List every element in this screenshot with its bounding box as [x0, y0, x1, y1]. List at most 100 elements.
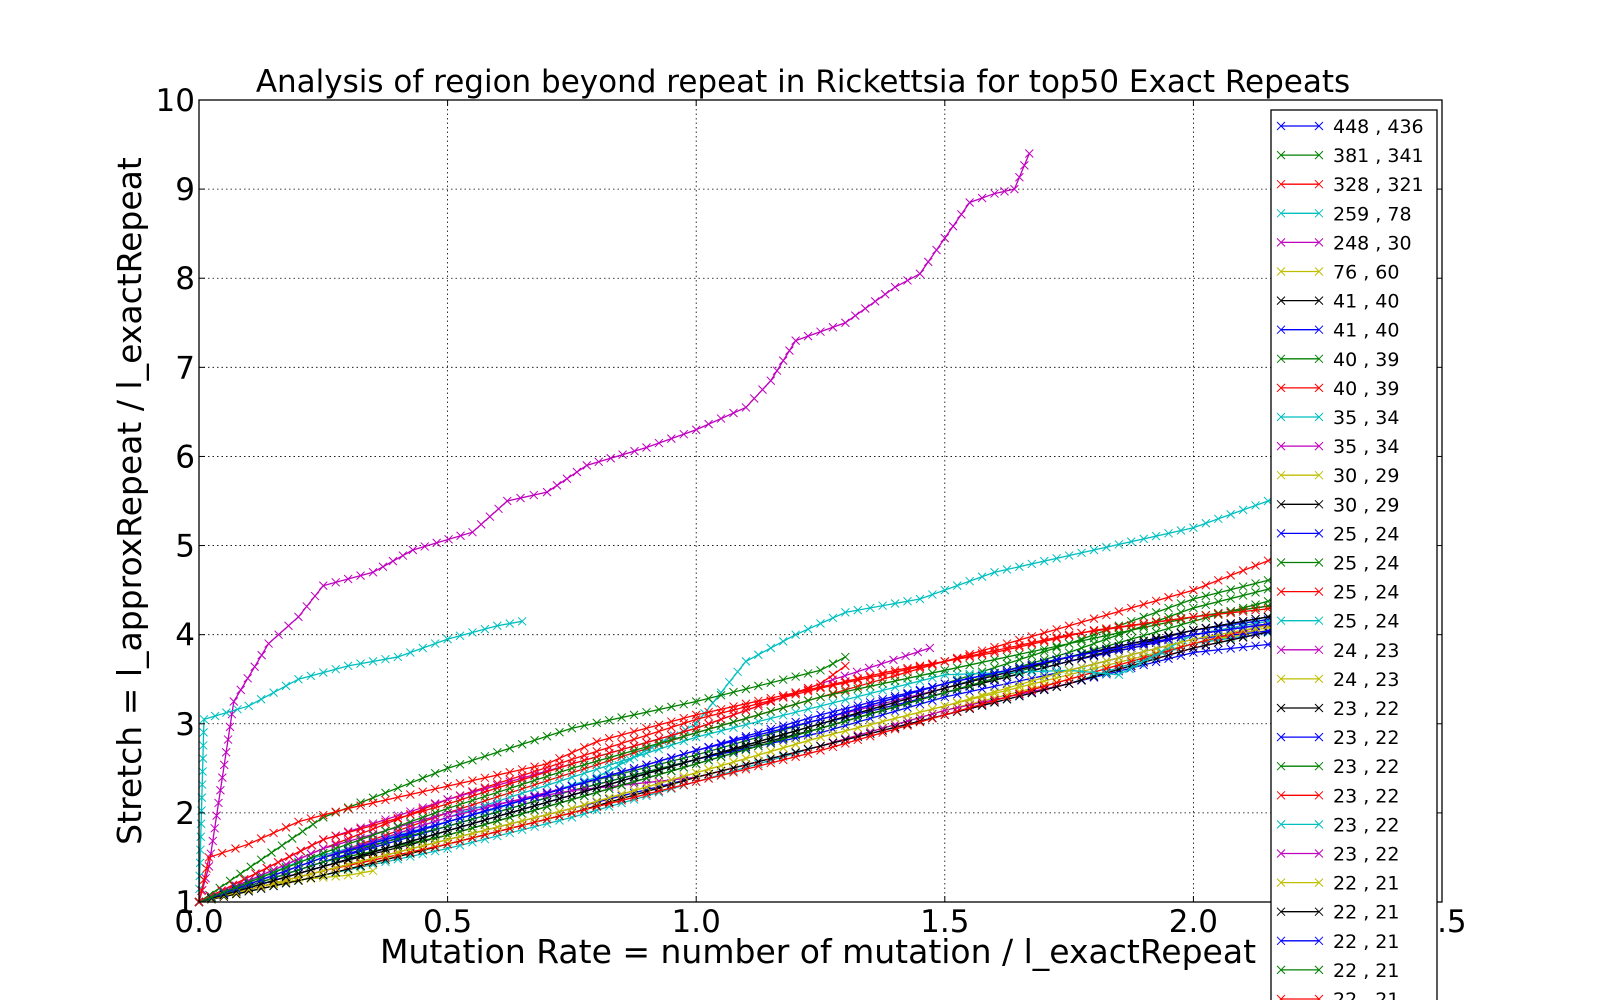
data-point	[654, 438, 664, 448]
data-point	[965, 704, 975, 713]
legend-marker	[1276, 325, 1324, 335]
legend-entry: 35 , 34	[1276, 436, 1399, 458]
data-point	[468, 791, 477, 801]
data-point	[552, 481, 562, 490]
data-point	[753, 710, 763, 720]
data-point	[1126, 634, 1136, 644]
data-point	[990, 189, 999, 198]
data-point	[940, 670, 950, 680]
data-point	[555, 727, 564, 737]
data-point	[642, 707, 651, 717]
data-point	[864, 663, 874, 673]
data-point	[368, 846, 378, 856]
legend-label: 248 , 30	[1333, 232, 1412, 254]
data-point	[318, 848, 328, 858]
data-point	[691, 719, 701, 729]
data-point	[977, 699, 987, 709]
data-point	[1064, 639, 1074, 648]
data-point	[480, 811, 490, 820]
data-point	[310, 591, 320, 601]
y-tick-label: 5	[175, 529, 195, 565]
data-point	[729, 717, 738, 727]
data-point	[803, 696, 813, 705]
data-point	[455, 836, 465, 846]
data-point	[1000, 186, 1009, 196]
data-point	[393, 840, 403, 850]
data-point	[1015, 649, 1024, 659]
data-point	[816, 683, 825, 693]
data-point	[741, 745, 751, 754]
data-point	[1102, 669, 1111, 679]
data-point	[890, 599, 900, 608]
data-point	[256, 694, 266, 704]
data-point	[766, 754, 776, 763]
y-tick-label: 4	[175, 618, 195, 654]
data-point	[1176, 632, 1186, 642]
data-point	[828, 742, 838, 752]
data-point	[567, 804, 577, 813]
data-point	[1189, 643, 1198, 653]
data-point	[940, 657, 950, 666]
data-point	[853, 674, 863, 684]
data-point	[1039, 628, 1049, 638]
data-point	[604, 753, 614, 762]
data-point	[1126, 603, 1136, 613]
data-point	[977, 684, 987, 694]
data-point	[555, 763, 564, 773]
data-point	[455, 822, 465, 832]
data-point	[393, 792, 403, 802]
legend-entry: 23 , 22	[1276, 785, 1399, 807]
data-point	[604, 715, 614, 725]
data-point	[381, 850, 390, 860]
data-point	[679, 780, 689, 790]
data-point	[753, 757, 763, 767]
data-point	[791, 739, 800, 749]
data-point	[915, 661, 925, 671]
data-point	[791, 731, 800, 740]
data-point	[828, 689, 838, 698]
data-point	[418, 845, 428, 855]
data-point	[405, 817, 415, 827]
data-point	[1238, 642, 1248, 652]
data-point	[1139, 623, 1149, 632]
data-point	[331, 867, 341, 877]
data-point	[654, 779, 664, 788]
data-point	[915, 707, 925, 717]
data-point	[928, 668, 937, 678]
data-point	[542, 780, 552, 790]
data-point	[505, 812, 515, 822]
data-point	[517, 825, 527, 835]
data-point	[318, 844, 328, 853]
data-point	[791, 630, 800, 640]
data-point	[1027, 673, 1037, 683]
data-point	[296, 846, 306, 856]
data-point	[208, 836, 218, 846]
data-point	[928, 687, 937, 697]
data-point	[753, 741, 763, 751]
series-line	[194, 616, 527, 907]
data-point	[952, 654, 962, 664]
legend-entry: 30 , 29	[1276, 494, 1399, 516]
data-point	[1024, 149, 1034, 158]
data-point	[691, 697, 701, 706]
legend-marker	[1276, 354, 1324, 364]
data-point	[542, 487, 552, 497]
data-point	[666, 753, 676, 762]
legend-label: 30 , 29	[1333, 465, 1399, 487]
data-point	[231, 844, 240, 853]
data-point	[691, 710, 701, 720]
data-point	[244, 701, 254, 711]
data-point	[430, 842, 440, 852]
data-point	[1126, 620, 1136, 630]
data-point	[1064, 648, 1074, 657]
data-point	[1089, 633, 1099, 643]
data-point	[555, 785, 564, 795]
data-point	[617, 749, 626, 759]
data-point	[878, 706, 888, 715]
legend-entry: 23 , 22	[1276, 756, 1399, 778]
data-point	[666, 434, 676, 443]
chart-title: Analysis of region beyond repeat in Rick…	[256, 64, 1350, 100]
data-point	[890, 693, 900, 703]
data-point	[1126, 616, 1136, 626]
data-point	[256, 879, 266, 889]
